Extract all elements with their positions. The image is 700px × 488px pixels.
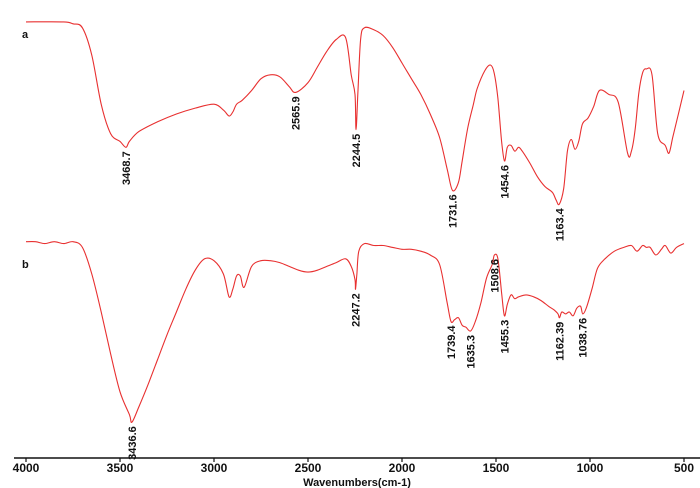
series-a-panel-label: a bbox=[22, 29, 29, 41]
peak-labels: 3468.7 2565.9 2244.5 1731.6 1454.6 1163.4 3436… bbox=[121, 96, 590, 459]
peak-label-a-0: 3468.7 bbox=[121, 151, 133, 185]
peak-label-a-4: 1454.6 bbox=[500, 165, 512, 199]
peak-label-b-6: 1162.39 bbox=[555, 322, 567, 361]
x-axis-ticks: 4000 3500 3000 2500 2000 1500 1000 500 bbox=[13, 458, 694, 475]
peak-label-b-2: 1739.4 bbox=[446, 325, 458, 360]
x-tick-label-3000: 3000 bbox=[201, 461, 228, 475]
series-b-panel-label: b bbox=[22, 259, 29, 271]
x-tick-label-2500: 2500 bbox=[295, 461, 322, 475]
peak-label-b-4: 1508.6 bbox=[489, 259, 501, 293]
x-axis-title: Wavenumbers(cm-1) bbox=[303, 477, 411, 488]
peak-label-b-3: 1635.3 bbox=[466, 335, 478, 369]
peak-label-a-3: 1731.6 bbox=[448, 194, 460, 228]
peak-label-a-1: 2565.9 bbox=[291, 96, 303, 130]
x-tick-label-2000: 2000 bbox=[389, 461, 416, 475]
x-tick-label-1500: 1500 bbox=[483, 461, 510, 475]
peak-label-a-2: 2244.5 bbox=[351, 134, 363, 168]
x-tick-label-4000: 4000 bbox=[13, 461, 40, 475]
x-tick-label-3500: 3500 bbox=[107, 461, 134, 475]
peak-label-b-1: 2247.2 bbox=[351, 293, 363, 327]
x-tick-label-500: 500 bbox=[674, 461, 694, 475]
series-b-plot bbox=[25, 241, 685, 424]
panel-labels: ab bbox=[22, 29, 29, 271]
series-b-line bbox=[25, 241, 685, 424]
series-a-line bbox=[25, 21, 685, 206]
peak-label-b-7: 1038.76 bbox=[578, 318, 590, 358]
series-a-plot bbox=[25, 21, 685, 206]
peak-label-b-5: 1455.3 bbox=[499, 320, 511, 354]
peak-label-a-5: 1163.4 bbox=[554, 207, 566, 241]
x-tick-label-1000: 1000 bbox=[577, 461, 604, 475]
peak-label-b-0: 3436.6 bbox=[127, 426, 139, 460]
